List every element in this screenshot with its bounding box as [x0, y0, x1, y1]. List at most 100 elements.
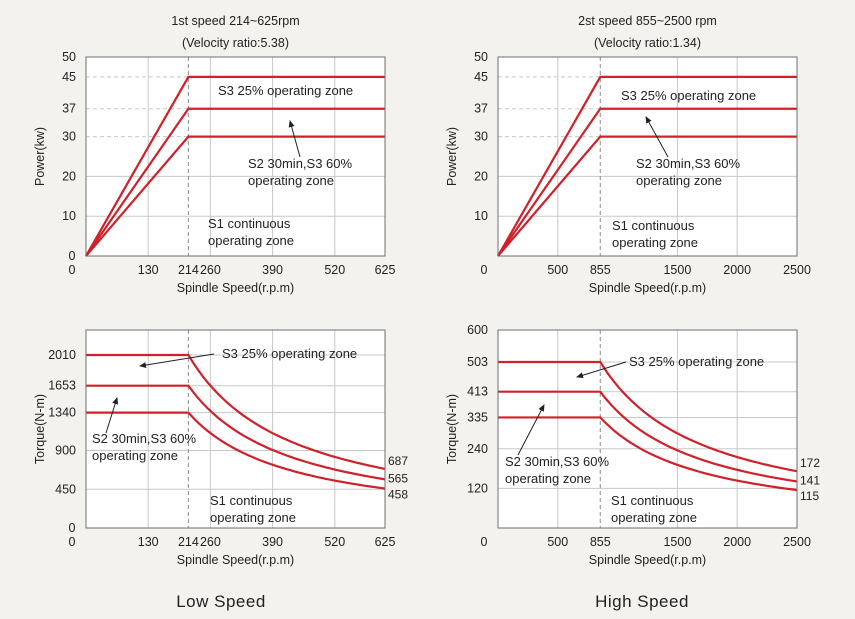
zone-annotation: S3 25% operating zone — [621, 88, 756, 103]
x-tick-label: 520 — [324, 263, 345, 277]
y-origin-label: 0 — [69, 521, 76, 535]
x-tick-label: 260 — [200, 535, 221, 549]
y-tick-label: 45 — [62, 70, 76, 84]
y-axis-label: Power(kw) — [445, 127, 459, 186]
power-curve-1 — [85, 75, 385, 257]
x-tick-label: 0 — [69, 535, 76, 549]
y-tick-label: 600 — [467, 323, 488, 337]
zone-annotation: S2 30min,S3 60% — [92, 431, 197, 446]
chart-1: 0 130 214 260 390 520 625 10 20 30 37 45 50 0 Spindle … — [33, 14, 395, 295]
plot-frame — [85, 329, 386, 529]
x-tick-label: 214 — [178, 535, 199, 549]
y-tick-label: 37 — [62, 102, 76, 116]
x-axis-label: Spindle Speed(r.p.m) — [589, 281, 706, 295]
torque-end-label: 141 — [800, 473, 820, 487]
plot-frame — [85, 56, 386, 257]
chart-subtitle: (Velocity ratio:5.38) — [182, 36, 289, 50]
zone-annotation: S2 30min,S3 60% — [505, 454, 610, 469]
zone-annotation: S3 25% operating zone — [222, 346, 357, 361]
torque-end-label: 172 — [800, 456, 820, 470]
torque-curve-2 — [86, 384, 386, 481]
y-tick-label: 900 — [55, 444, 76, 458]
zone-annotation: operating zone — [612, 235, 698, 250]
x-tick-label: 0 — [481, 263, 488, 277]
y-tick-label: 2010 — [48, 348, 76, 362]
annotation-arrow — [517, 404, 545, 456]
x-axis-label: Spindle Speed(r.p.m) — [177, 281, 294, 295]
y-axis-label: Torque(N-m) — [445, 394, 459, 464]
torque-end-label: 115 — [800, 489, 819, 503]
x-tick-label: 520 — [324, 535, 345, 549]
x-tick-label: 1500 — [663, 263, 691, 277]
y-origin-label: 0 — [69, 249, 76, 263]
power-curve-2 — [85, 107, 385, 257]
x-tick-label: 855 — [590, 263, 611, 277]
x-tick-label: 855 — [590, 535, 611, 549]
x-tick-label: 390 — [262, 535, 283, 549]
zone-annotation: operating zone — [208, 233, 294, 248]
torque-curve-3 — [86, 411, 386, 490]
power-curve-3 — [85, 135, 385, 257]
x-tick-label: 130 — [138, 263, 159, 277]
x-tick-label: 2500 — [783, 263, 811, 277]
y-tick-label: 20 — [474, 169, 488, 183]
chart-subtitle: (Velocity ratio:1.34) — [594, 36, 701, 50]
torque-curve-2 — [498, 390, 798, 483]
y-axis-label: Torque(N-m) — [33, 394, 47, 464]
torque-end-label: 687 — [388, 454, 408, 468]
x-tick-label: 500 — [547, 535, 568, 549]
power-curve-1 — [497, 75, 797, 257]
zone-annotation: S1 continuous — [208, 216, 291, 231]
y-axis-label: Power(kw) — [33, 127, 47, 186]
y-tick-label: 50 — [474, 50, 488, 64]
annotation-arrow — [576, 361, 627, 379]
y-tick-label: 413 — [467, 385, 488, 399]
torque-curve-1 — [86, 353, 386, 470]
torque-curve-3 — [498, 416, 798, 492]
y-tick-label: 450 — [55, 482, 76, 496]
power-curve-2 — [497, 107, 797, 257]
x-tick-label: 2000 — [723, 535, 751, 549]
chart-2: 0 500 855 1500 2000 2500 10 20 30 37 45 50 Spindle S… — [445, 14, 811, 295]
zone-annotation: S3 25% operating zone — [629, 354, 764, 369]
y-tick-label: 1653 — [48, 379, 76, 393]
x-tick-label: 625 — [375, 535, 396, 549]
annotation-arrow — [288, 120, 301, 158]
x-tick-label: 214 — [178, 263, 199, 277]
x-tick-label: 500 — [547, 263, 568, 277]
chart-title: 1st speed 214~625rpm — [171, 14, 299, 28]
y-tick-label: 120 — [467, 481, 488, 495]
zone-annotation: S1 continuous — [611, 493, 694, 508]
y-tick-label: 30 — [62, 130, 76, 144]
power-curve-3 — [497, 135, 797, 257]
zone-annotation: operating zone — [505, 471, 591, 486]
zone-annotation: S1 continuous — [612, 218, 695, 233]
plot-frame — [497, 56, 798, 257]
chart-3: 687 565 458 0 130 214 260 390 520 625 450 900 1340 16… — [33, 329, 408, 567]
caption-low-speed: Low Speed — [176, 592, 266, 611]
y-tick-label: 1340 — [48, 406, 76, 420]
zone-annotation: S3 25% operating zone — [218, 83, 353, 98]
x-tick-label: 0 — [69, 263, 76, 277]
y-tick-label: 10 — [474, 209, 488, 223]
x-tick-label: 260 — [200, 263, 221, 277]
annotation-arrow — [139, 353, 215, 369]
zone-annotation: operating zone — [636, 173, 722, 188]
zone-annotation: S1 continuous — [210, 493, 293, 508]
y-tick-label: 240 — [467, 442, 488, 456]
x-axis-label: Spindle Speed(r.p.m) — [589, 553, 706, 567]
zone-annotation: S2 30min,S3 60% — [248, 156, 353, 171]
zone-annotation: S2 30min,S3 60% — [636, 156, 741, 171]
x-axis-label: Spindle Speed(r.p.m) — [177, 553, 294, 567]
plot-frame — [497, 329, 798, 529]
zone-annotation: operating zone — [92, 448, 178, 463]
x-tick-label: 2500 — [783, 535, 811, 549]
torque-end-label: 458 — [388, 488, 408, 502]
y-tick-label: 30 — [474, 130, 488, 144]
x-tick-label: 0 — [481, 535, 488, 549]
caption-high-speed: High Speed — [595, 592, 689, 611]
torque-end-label: 565 — [388, 471, 408, 485]
x-tick-label: 130 — [138, 535, 159, 549]
